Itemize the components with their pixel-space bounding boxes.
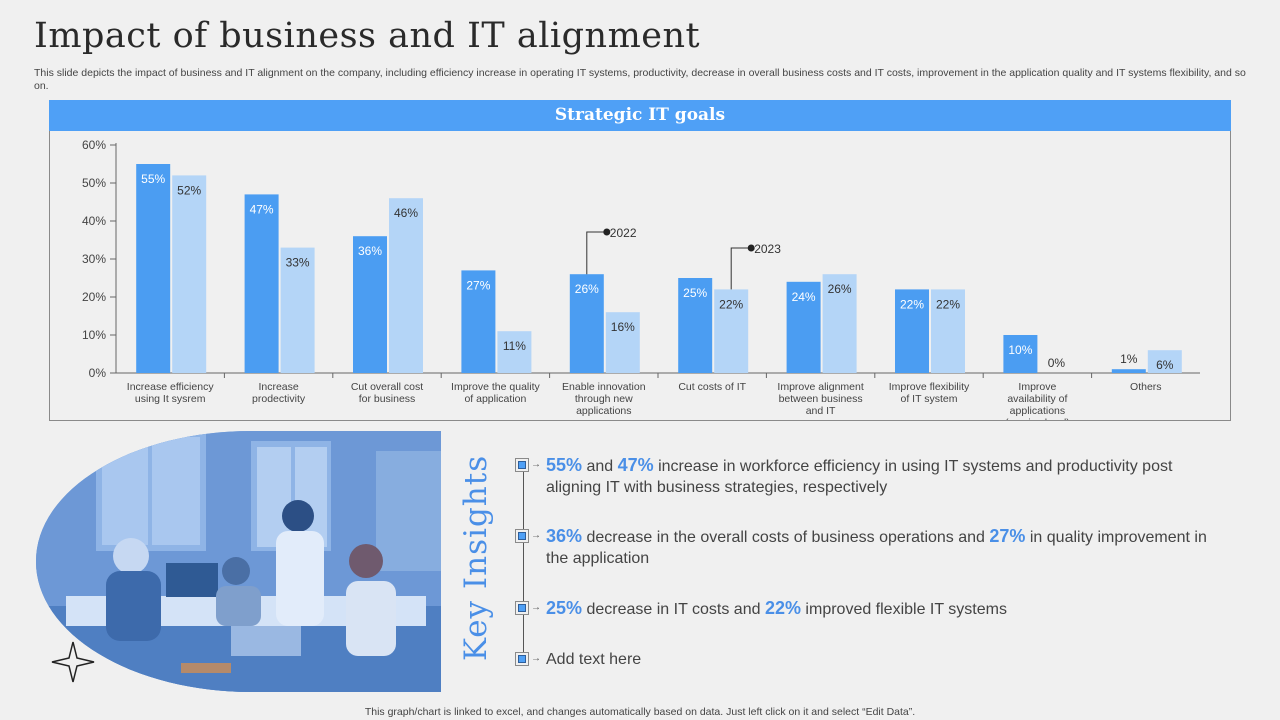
footer-note: This graph/chart is linked to excel, and… <box>364 706 916 718</box>
data-label: 26% <box>828 282 852 296</box>
bar-2022 <box>678 278 713 373</box>
x-tick-label: Enable innovation through new applications <box>562 381 646 417</box>
insight-value: 25% <box>546 598 583 618</box>
bar-2023 <box>280 247 315 373</box>
data-label: 16% <box>611 320 635 334</box>
insight-value: 36% <box>546 526 583 546</box>
bar-2023 <box>497 331 532 373</box>
bar-2023 <box>605 312 640 373</box>
data-label: 27% <box>466 278 490 292</box>
bar-2022 <box>895 289 929 373</box>
insight-value: 22% <box>764 598 801 618</box>
chart-frame[interactable]: 0% 10% 20% 30% 40% 50% 60% 55% 52% Increase effic… <box>49 131 1231 421</box>
bar-2023 <box>172 175 207 373</box>
bar-2022 <box>1111 369 1146 373</box>
y-tick-label: 0% <box>89 366 107 380</box>
x-tick-label: Increase prodectivity <box>252 381 306 405</box>
bar-2022 <box>353 236 387 373</box>
bar-2022 <box>461 270 496 373</box>
data-label: 36% <box>358 244 382 258</box>
bar-chart: 0% 10% 20% 30% 40% 50% 60% 55% 52% Increase effic… <box>82 138 1200 420</box>
bar-2023 <box>822 274 857 373</box>
data-label: 26% <box>575 282 599 296</box>
data-label: 10% <box>1008 343 1032 357</box>
data-label: 55% <box>141 172 165 186</box>
legend-callout-line <box>586 231 607 275</box>
x-tick-label: Improve flexibility of IT system <box>889 381 970 405</box>
bullet-marker <box>518 532 526 540</box>
bullet-marker <box>518 655 526 663</box>
data-label: 22% <box>900 297 924 311</box>
data-label: 6% <box>1156 358 1174 372</box>
chart-title: Strategic IT goals <box>49 100 1231 131</box>
page-subtitle: This slide depicts the impact of busines… <box>34 67 1246 92</box>
bar-2023 <box>931 289 965 373</box>
arrow-icon: → <box>531 459 541 470</box>
bar-2023 <box>714 289 749 373</box>
data-label: 33% <box>286 256 310 270</box>
bar-2022 <box>1003 335 1038 373</box>
bar-2023 <box>389 198 423 373</box>
y-tick-label: 50% <box>82 176 106 190</box>
insight-text: 55% and 47% increase in workforce effici… <box>546 455 1173 496</box>
x-tick-label: Others <box>1130 381 1162 393</box>
insight-value: 55% <box>546 455 583 475</box>
sparkle-icon <box>51 641 95 683</box>
data-label: 24% <box>792 290 816 304</box>
data-label: 52% <box>177 183 201 197</box>
y-tick-label: 10% <box>82 328 106 342</box>
arrow-icon: → <box>531 602 541 613</box>
bar-2022 <box>569 274 604 373</box>
x-tick-label: Improve the quality of application <box>451 381 540 405</box>
add-text-placeholder[interactable]: Add text here <box>546 651 642 668</box>
insight-text: 25% decrease in IT costs and 22% improve… <box>546 598 1007 618</box>
x-tick-label: Increase efficiency using It sysrem <box>127 381 215 405</box>
x-tick-label: Cut costs of IT <box>678 381 746 393</box>
data-label: 25% <box>683 286 707 300</box>
data-label: 11% <box>503 339 526 353</box>
bar-2022 <box>244 194 279 373</box>
page-title: Impact of business and IT alignment <box>34 16 701 56</box>
bar-2023 <box>1147 350 1182 373</box>
y-tick-label: 60% <box>82 138 106 152</box>
data-label: 47% <box>250 202 274 216</box>
data-label: 22% <box>719 297 743 311</box>
bar-2022 <box>136 164 171 373</box>
y-tick-label: 40% <box>82 214 106 228</box>
team-meeting-photo <box>36 431 441 692</box>
insight-text: 36% decrease in the overall costs of bus… <box>546 526 1207 567</box>
bullet-marker <box>518 604 526 612</box>
x-tick-label: Improve alignment between business and IT <box>777 381 863 417</box>
bullet-marker <box>518 461 526 469</box>
legend-callout-line <box>730 247 752 290</box>
legend-callout-dot <box>747 244 755 252</box>
insight-value: 47% <box>617 455 654 475</box>
timeline-line <box>523 464 524 660</box>
legend-callout-dot <box>603 228 611 236</box>
insight-value: 27% <box>989 526 1026 546</box>
x-tick-label: Cut overall cost for business <box>351 381 423 405</box>
legend-label: 2023 <box>754 242 781 256</box>
bar-2022 <box>786 281 821 373</box>
data-label: 22% <box>936 297 960 311</box>
arrow-icon: → <box>531 653 541 664</box>
data-label: 1% <box>1120 352 1138 366</box>
y-tick-label: 20% <box>82 290 106 304</box>
key-insights-heading: Key Insights <box>458 454 494 661</box>
arrow-icon: → <box>531 530 541 541</box>
legend-label: 2022 <box>610 226 637 240</box>
y-tick-label: 30% <box>82 252 106 266</box>
data-label: 0% <box>1048 356 1066 370</box>
data-label: 46% <box>394 206 418 220</box>
